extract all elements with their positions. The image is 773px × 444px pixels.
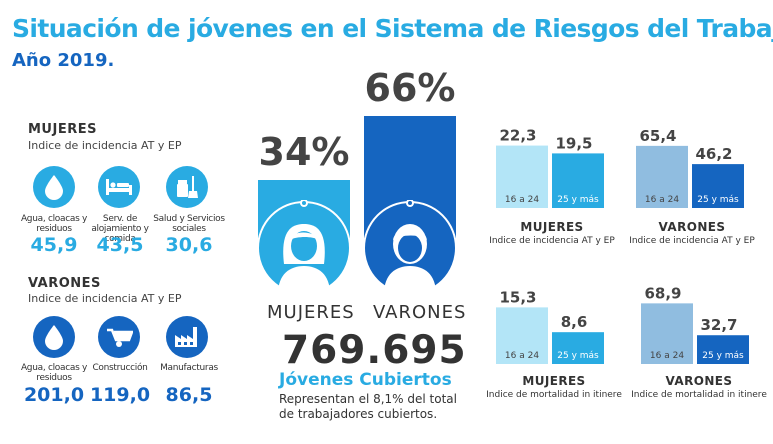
- varones-cat-label-3: Manufacturas: [160, 363, 218, 373]
- chart-3-category-label-1: 25 y más: [702, 351, 744, 361]
- mujeres-cat-label-3: Salud y Servicios sociales: [153, 214, 225, 234]
- chart-0-bar-0: [496, 145, 548, 208]
- mujeres-cat-value-2: 43,5: [96, 234, 144, 256]
- chart-2-bar-1: [552, 332, 604, 364]
- chart-1-value-label-1: 46,2: [695, 145, 732, 163]
- chart-2-category-label-0: 16 a 24: [505, 351, 539, 361]
- mujeres-cat-value-1: 45,9: [30, 234, 78, 256]
- varones-cat-label-1: Agua, cloacas y residuos: [20, 363, 88, 383]
- chart-0-subtitle: Indice de incidencia AT y EP: [489, 236, 615, 246]
- bed-icon: [98, 166, 140, 208]
- chart-1-value-label-0: 65,4: [639, 127, 676, 145]
- total-covered-number: 769.695: [282, 328, 467, 373]
- varones-cat-value-1: 201,0: [23, 384, 85, 406]
- chart-1-bar-1: [692, 164, 744, 208]
- chart-1-category-label-1: 25 y más: [697, 195, 739, 205]
- man-avatar-icon: [363, 200, 457, 295]
- mujeres-section-title: MUJERES: [28, 122, 97, 137]
- chart-3-subtitle: Indice de mortalidad in itinere: [631, 390, 767, 400]
- chart-2-category-label-1: 25 y más: [557, 351, 599, 361]
- chart-varones-mortalidad: 68,9 16 a 24 32,7 25 y más: [641, 284, 749, 364]
- chart-2-bar-0: [496, 307, 548, 364]
- chart-mujeres-mortalidad: 15,3 16 a 24 8,6 25 y más: [496, 288, 604, 364]
- chart-0-title: MUJERES: [520, 220, 584, 234]
- page-title: Situación de jóvenes en el Sistema de Ri…: [12, 14, 773, 43]
- water-drop-icon: [33, 316, 75, 358]
- mujeres-gender-label: MUJERES: [267, 302, 355, 323]
- chart-3-value-label-1: 32,7: [700, 316, 737, 334]
- chart-1-title: VARONES: [658, 220, 726, 234]
- chart-1-category-label-0: 16 a 24: [645, 195, 679, 205]
- covered-note-line-2: de trabajadores cubiertos.: [279, 407, 438, 421]
- varones-percentage: 66%: [364, 66, 456, 110]
- woman-avatar-icon: [257, 200, 351, 295]
- factory-icon: [166, 316, 208, 358]
- chart-0-category-label-1: 25 y más: [557, 195, 599, 205]
- chart-0-value-label-0: 22,3: [499, 127, 536, 145]
- mujeres-section-subtitle: Indice de incidencia AT y EP: [28, 139, 182, 152]
- chart-2-value-label-0: 15,3: [499, 288, 536, 306]
- chart-3-bar-0: [641, 303, 693, 364]
- chart-3-bar-1: [697, 335, 749, 364]
- chart-0-bar-1: [552, 153, 604, 208]
- varones-section-title: VARONES: [28, 276, 101, 291]
- chart-2-value-label-1: 8,6: [561, 313, 588, 331]
- wheelbarrow-icon: [98, 316, 140, 358]
- water-drop-icon: [33, 166, 75, 208]
- page-subtitle: Año 2019.: [12, 50, 115, 71]
- varones-cat-value-2: 119,0: [89, 384, 151, 406]
- chart-varones-incidencia: 65,4 16 a 24 46,2 25 y más: [636, 127, 744, 208]
- chart-mujeres-incidencia: 22,3 16 a 24 19,5 25 y más: [496, 127, 604, 208]
- chart-0-value-label-1: 19,5: [555, 134, 592, 152]
- chart-1-bar-0: [636, 145, 688, 208]
- mujeres-cat-label-1: Agua, cloacas y residuos: [20, 214, 88, 234]
- chart-3-category-label-0: 16 a 24: [650, 351, 684, 361]
- mujeres-cat-value-3: 30,6: [165, 234, 213, 256]
- chart-0-category-label-0: 16 a 24: [505, 195, 539, 205]
- chart-1-subtitle: Indice de incidencia AT y EP: [629, 236, 755, 246]
- varones-cat-label-2: Construcción: [92, 363, 148, 373]
- total-covered-label: Jóvenes Cubiertos: [279, 370, 452, 390]
- covered-note-line-1: Representan el 8,1% del total: [279, 392, 457, 406]
- mujeres-percentage: 34%: [258, 130, 350, 174]
- mujeres-cat-label-2: Serv. de alojamiento y comida: [91, 214, 149, 244]
- varones-cat-value-3: 86,5: [165, 384, 213, 406]
- chart-2-subtitle: Indice de mortalidad in itinere: [486, 390, 622, 400]
- chart-3-value-label-0: 68,9: [644, 284, 681, 302]
- chart-3-title: VARONES: [665, 374, 733, 388]
- varones-section-subtitle: Indice de incidencia AT y EP: [28, 292, 182, 305]
- cleaning-icon: [166, 166, 208, 208]
- chart-2-title: MUJERES: [522, 374, 586, 388]
- varones-gender-label: VARONES: [373, 302, 467, 323]
